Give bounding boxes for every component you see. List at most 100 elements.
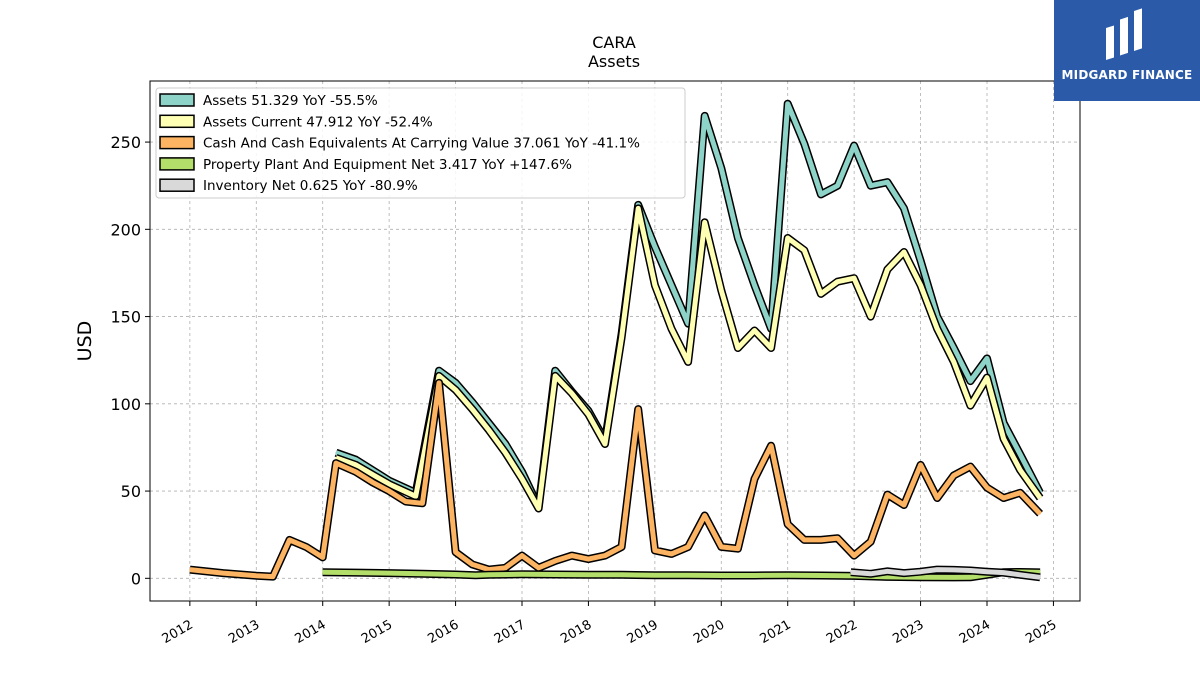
data-point [870,185,872,187]
data-point [953,474,955,476]
data-point [438,382,440,384]
data-point [936,328,938,330]
series-line [850,567,1041,580]
chart-subtitle: Assets [588,52,640,71]
data-point [787,523,789,525]
data-point [1003,497,1005,499]
y-tick-label: 100 [110,395,141,414]
data-point [986,357,988,359]
data-point [587,574,590,576]
data-point [737,237,739,239]
data-point [870,316,872,318]
data-point [455,551,457,553]
y-axis: 0 50 100 150 200 250 [110,133,150,588]
data-point [488,569,490,571]
data-point [903,572,905,574]
data-point [305,546,307,548]
x-tick-label: 2012 [160,617,196,647]
data-point [455,389,457,391]
data-point [288,539,291,541]
data-point [1019,453,1021,455]
x-tick-label: 2025 [1023,617,1059,647]
data-point [969,576,972,578]
legend-item: Assets 51.329 YoY -55.5% [159,93,378,109]
legend-item: Cash And Cash Equivalents At Carrying Va… [159,136,640,152]
legend-swatch [159,178,195,192]
data-point [637,207,639,209]
data-point [587,558,590,560]
data-point [870,573,872,575]
data-point [405,500,407,503]
y-tick-label: 200 [110,220,141,239]
data-point [886,181,889,183]
data-point [322,571,324,573]
data-point [421,502,423,504]
data-point [604,555,606,557]
data-point [371,481,374,483]
data-point [554,375,556,377]
series-line [335,205,1043,511]
x-tick-label: 2015 [359,617,395,647]
data-point [803,249,805,251]
data-point [471,401,473,403]
legend-box [155,87,686,199]
legend-label: Cash And Cash Equivalents At Carrying Va… [203,136,640,152]
data-point [886,268,889,271]
data-point [604,443,606,445]
data-point [335,462,337,464]
data-point [1039,513,1041,515]
data-point [521,573,523,575]
data-point [820,574,822,577]
data-point [255,575,257,577]
data-point [920,571,922,573]
data-point [720,546,722,548]
x-tick-label: 2024 [957,617,993,647]
data-point [820,539,822,541]
data-point [920,284,922,286]
x-tick-label: 2022 [824,617,860,647]
data-point [886,494,889,496]
data-point [753,574,756,577]
data-point [654,574,656,576]
data-point [1003,438,1005,440]
series-inventory-net [850,565,1041,582]
data-point [853,145,855,147]
data-point [438,375,440,377]
y-tick-label: 250 [110,133,141,152]
data-point [704,115,706,117]
data-point [737,347,739,349]
data-point [820,293,822,295]
legend-label: Property Plant And Equipment Net 3.417 Y… [203,157,572,173]
data-point [920,260,922,262]
series-assets [334,99,1044,511]
data-point [770,445,772,447]
data-point [953,576,955,579]
data-point [704,514,706,517]
data-point [272,576,274,578]
data-point [850,571,852,573]
data-point [504,452,506,454]
data-point [986,487,988,489]
data-point [953,361,955,363]
data-point [870,541,872,543]
x-tick-label: 2019 [625,617,661,647]
data-point [704,221,706,223]
data-point [438,370,440,372]
series-cash-and-cash-equivalents-at-carrying-value [189,378,1044,581]
data-point [621,574,623,576]
chart-title: CARA [592,33,636,52]
data-point [687,574,689,576]
data-point [554,370,556,372]
x-tick-label: 2023 [890,617,926,647]
data-point [1003,572,1005,574]
title-group: CARA Assets [588,33,640,71]
data-point [687,361,689,363]
data-point [1019,492,1021,494]
data-point [637,408,639,410]
data-point [388,483,390,485]
brand-logo: MIDGARD FINANCE [1054,0,1200,101]
legend-label: Inventory Net 0.625 YoY -80.9% [203,178,418,194]
data-point [787,237,789,239]
data-point [670,284,673,286]
